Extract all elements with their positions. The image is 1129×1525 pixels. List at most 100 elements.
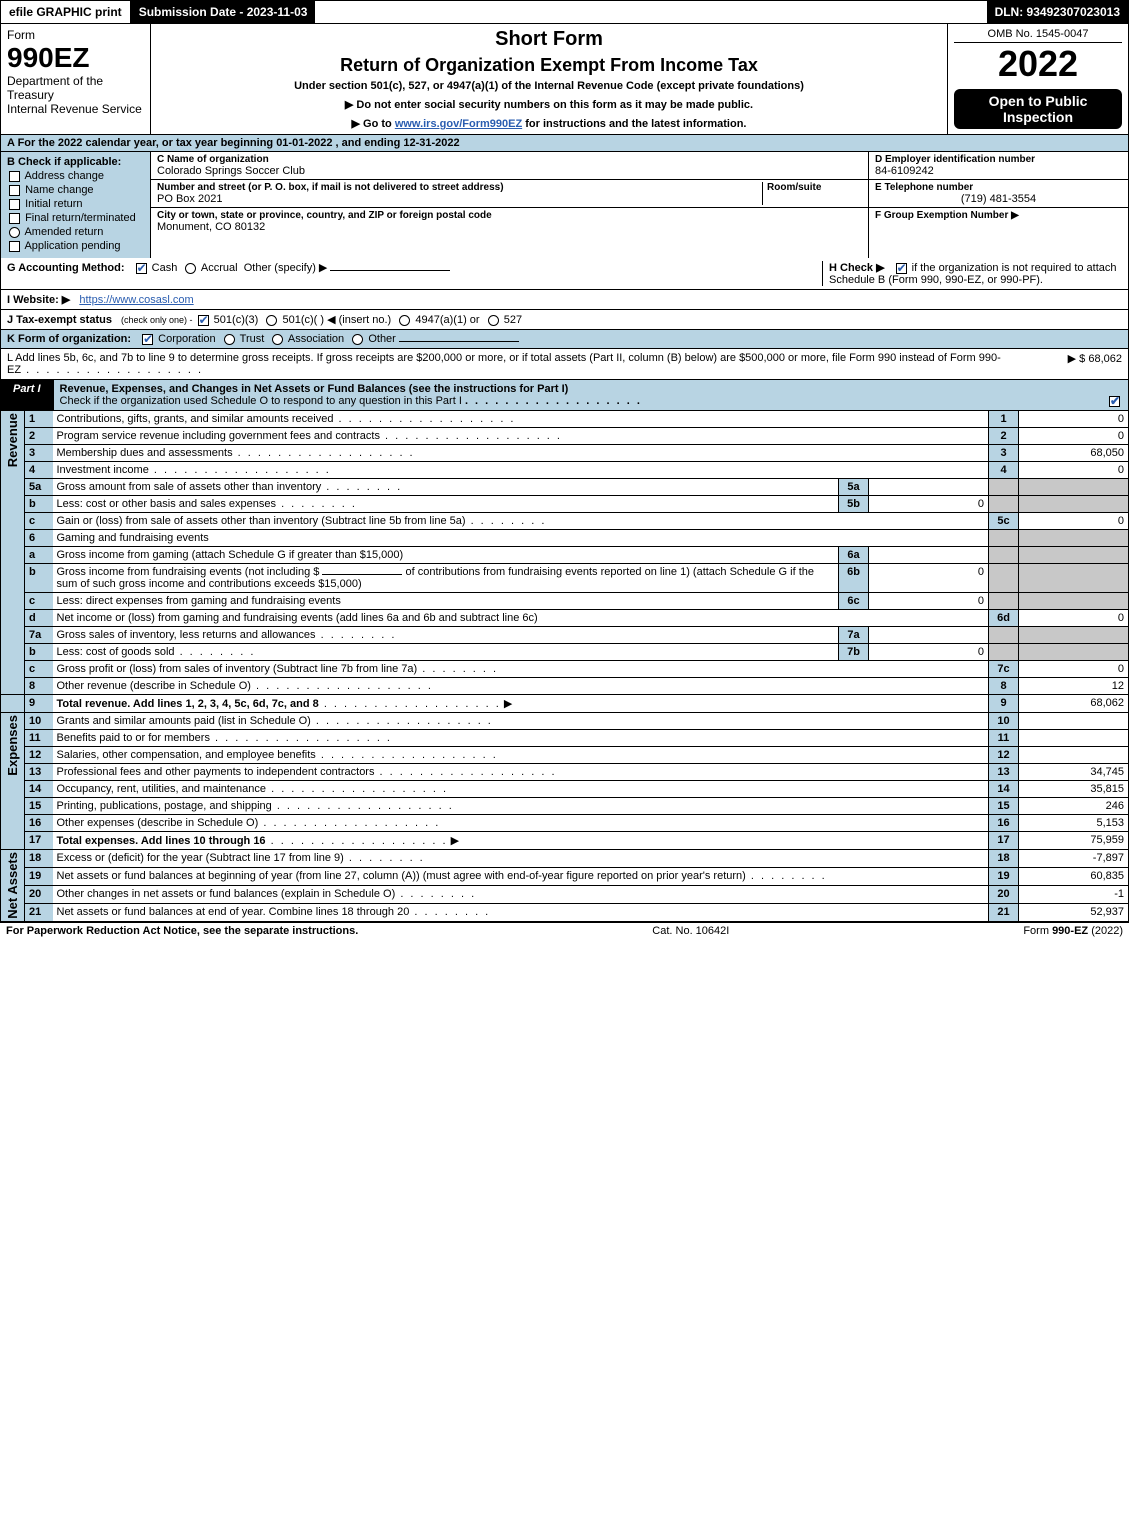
line-6a-rnum bbox=[989, 547, 1019, 564]
row-i-label: I Website: ▶ bbox=[7, 294, 70, 306]
line-20-desc: Other changes in net assets or fund bala… bbox=[53, 885, 989, 903]
other-specify-line[interactable] bbox=[330, 270, 450, 271]
line-5b-desc: Less: cost or other basis and sales expe… bbox=[53, 496, 839, 513]
efile-print[interactable]: efile GRAPHIC print bbox=[1, 1, 131, 23]
chk-final-return[interactable]: Final return/terminated bbox=[7, 212, 144, 224]
line-2-val: 0 bbox=[1019, 428, 1129, 445]
line-5c-rnum: 5c bbox=[989, 513, 1019, 530]
form-note-ssn: ▶ Do not enter social security numbers o… bbox=[157, 98, 941, 111]
top-bar: efile GRAPHIC print Submission Date - 20… bbox=[0, 0, 1129, 24]
side-netassets-text: Net Assets bbox=[5, 852, 20, 919]
line-10-rnum: 10 bbox=[989, 713, 1019, 730]
line-18-val: -7,897 bbox=[1019, 850, 1129, 868]
line-1-rnum: 1 bbox=[989, 411, 1019, 428]
row-gh: G Accounting Method: Cash Accrual Other … bbox=[0, 258, 1129, 290]
line-18-rnum: 18 bbox=[989, 850, 1019, 868]
opt-501c: 501(c)( ) ◀ (insert no.) bbox=[282, 314, 391, 326]
line-5c-val: 0 bbox=[1019, 513, 1129, 530]
line-9-val: 68,062 bbox=[1019, 695, 1129, 713]
irs-link[interactable]: www.irs.gov/Form990EZ bbox=[395, 118, 522, 130]
chk-schedule-b[interactable] bbox=[896, 263, 907, 274]
chk-accrual[interactable] bbox=[185, 263, 196, 274]
line-13-desc: Professional fees and other payments to … bbox=[53, 764, 989, 781]
line-14-rnum: 14 bbox=[989, 781, 1019, 798]
chk-trust[interactable] bbox=[224, 334, 235, 345]
line-19-val: 60,835 bbox=[1019, 867, 1129, 885]
part-1-tab: Part I bbox=[1, 380, 54, 410]
chk-application-pending-label: Application pending bbox=[24, 240, 120, 252]
line-18-desc: Excess or (deficit) for the year (Subtra… bbox=[53, 850, 989, 868]
chk-527[interactable] bbox=[488, 315, 499, 326]
line-21-desc: Net assets or fund balances at end of ye… bbox=[53, 903, 989, 921]
chk-4947[interactable] bbox=[399, 315, 410, 326]
box-def: D Employer identification number 84-6109… bbox=[868, 152, 1128, 258]
line-5b-rnum bbox=[989, 496, 1019, 513]
form-number: 990EZ bbox=[7, 42, 144, 74]
opt-other: Other (specify) ▶ bbox=[244, 262, 328, 274]
line-4-rnum: 4 bbox=[989, 462, 1019, 479]
org-city-cell: City or town, state or province, country… bbox=[151, 208, 868, 235]
form-subtitle: Under section 501(c), 527, or 4947(a)(1)… bbox=[157, 80, 941, 92]
chk-address-change[interactable]: Address change bbox=[7, 170, 144, 182]
opt-527: 527 bbox=[504, 314, 522, 326]
box-d: D Employer identification number 84-6109… bbox=[869, 152, 1128, 180]
omb-number: OMB No. 1545-0047 bbox=[954, 28, 1122, 43]
side-expenses-text: Expenses bbox=[5, 715, 20, 776]
row-l-text: L Add lines 5b, 6c, and 7b to line 9 to … bbox=[7, 352, 1002, 376]
row-a-tax-year: A For the 2022 calendar year, or tax yea… bbox=[0, 135, 1129, 152]
line-6d-val: 0 bbox=[1019, 610, 1129, 627]
chk-initial-return-label: Initial return bbox=[25, 198, 82, 210]
opt-association: Association bbox=[288, 333, 344, 345]
form-note-link: ▶ Go to www.irs.gov/Form990EZ for instru… bbox=[157, 117, 941, 130]
line-12-num: 12 bbox=[25, 747, 53, 764]
opt-501c3: 501(c)(3) bbox=[214, 314, 259, 326]
phone-value: (719) 481-3554 bbox=[875, 193, 1122, 205]
line-20-val: -1 bbox=[1019, 885, 1129, 903]
opt-corporation: Corporation bbox=[158, 333, 215, 345]
line-6b-subval: 0 bbox=[869, 564, 989, 593]
box-b: B Check if applicable: Address change Na… bbox=[1, 152, 151, 258]
chk-501c3[interactable] bbox=[198, 315, 209, 326]
chk-other-org[interactable] bbox=[352, 334, 363, 345]
line-17-num: 17 bbox=[25, 832, 53, 850]
chk-schedule-o-part1[interactable] bbox=[1109, 396, 1120, 407]
line-17-desc-text: Total expenses. Add lines 10 through 16 bbox=[57, 835, 266, 847]
chk-application-pending[interactable]: Application pending bbox=[7, 240, 144, 252]
tax-year: 2022 bbox=[954, 43, 1122, 85]
line-6a-desc: Gross income from gaming (attach Schedul… bbox=[53, 547, 839, 564]
chk-corporation[interactable] bbox=[142, 334, 153, 345]
line-12-rnum: 12 bbox=[989, 747, 1019, 764]
line-16-val: 5,153 bbox=[1019, 815, 1129, 832]
line-7a-desc: Gross sales of inventory, less returns a… bbox=[53, 627, 839, 644]
line-17-dots bbox=[266, 835, 448, 847]
chk-name-change[interactable]: Name change bbox=[7, 184, 144, 196]
other-org-line[interactable] bbox=[399, 341, 519, 342]
line-6a-subval bbox=[869, 547, 989, 564]
line-7c-num: c bbox=[25, 661, 53, 678]
chk-initial-return[interactable]: Initial return bbox=[7, 198, 144, 210]
chk-501c[interactable] bbox=[266, 315, 277, 326]
line-21-num: 21 bbox=[25, 903, 53, 921]
footer-right-pre: Form bbox=[1023, 925, 1052, 937]
line-9-num: 9 bbox=[25, 695, 53, 713]
line-6d-num: d bbox=[25, 610, 53, 627]
line-14-desc: Occupancy, rent, utilities, and maintena… bbox=[53, 781, 989, 798]
group-exemption-caption: F Group Exemption Number ▶ bbox=[875, 210, 1122, 221]
website-link[interactable]: https://www.cosasl.com bbox=[79, 294, 193, 306]
line-6b-blank[interactable] bbox=[322, 574, 402, 575]
chk-amended-return[interactable]: Amended return bbox=[7, 226, 144, 238]
chk-association[interactable] bbox=[272, 334, 283, 345]
row-g-label: G Accounting Method: bbox=[7, 262, 125, 274]
chk-cash[interactable] bbox=[136, 263, 147, 274]
line-6b-desc: Gross income from fundraising events (no… bbox=[53, 564, 839, 593]
line-9-rnum: 9 bbox=[989, 695, 1019, 713]
line-6b-desc1: Gross income from fundraising events (no… bbox=[57, 566, 320, 578]
org-city-caption: City or town, state or province, country… bbox=[157, 210, 862, 221]
line-6b-sublbl: 6b bbox=[839, 564, 869, 593]
footer-right-post: (2022) bbox=[1088, 925, 1123, 937]
part-1-title: Revenue, Expenses, and Changes in Net As… bbox=[54, 380, 1128, 410]
line-11-rnum: 11 bbox=[989, 730, 1019, 747]
line-7c-desc: Gross profit or (loss) from sales of inv… bbox=[53, 661, 989, 678]
line-9-dots bbox=[319, 698, 501, 710]
dln: DLN: 93492307023013 bbox=[987, 1, 1128, 23]
